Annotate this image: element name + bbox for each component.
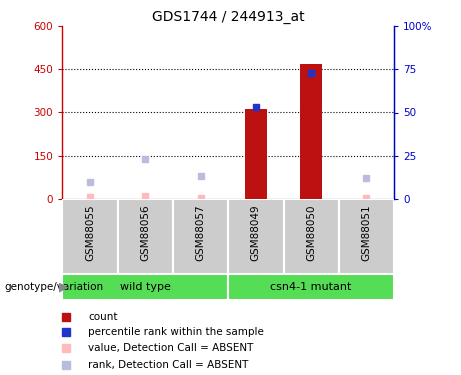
Text: GSM88056: GSM88056 <box>140 205 150 261</box>
Bar <box>228 199 284 274</box>
Text: GSM88050: GSM88050 <box>306 205 316 261</box>
Text: wild type: wild type <box>120 282 171 292</box>
Text: GSM88057: GSM88057 <box>195 205 206 261</box>
Bar <box>300 64 322 199</box>
Text: GSM88049: GSM88049 <box>251 205 261 261</box>
Text: percentile rank within the sample: percentile rank within the sample <box>89 327 264 337</box>
Bar <box>284 199 339 274</box>
Text: value, Detection Call = ABSENT: value, Detection Call = ABSENT <box>89 343 254 353</box>
Text: GSM88051: GSM88051 <box>361 205 372 261</box>
Bar <box>62 274 228 300</box>
Text: rank, Detection Call = ABSENT: rank, Detection Call = ABSENT <box>89 360 248 370</box>
Bar <box>62 199 118 274</box>
Text: count: count <box>89 312 118 322</box>
Bar <box>339 199 394 274</box>
Text: genotype/variation: genotype/variation <box>5 282 104 292</box>
Bar <box>118 199 173 274</box>
Text: csn4-1 mutant: csn4-1 mutant <box>271 282 352 292</box>
Bar <box>173 199 228 274</box>
Title: GDS1744 / 244913_at: GDS1744 / 244913_at <box>152 10 305 24</box>
Bar <box>228 274 394 300</box>
Text: ▶: ▶ <box>59 280 68 293</box>
Text: GSM88055: GSM88055 <box>85 205 95 261</box>
Bar <box>245 109 267 199</box>
